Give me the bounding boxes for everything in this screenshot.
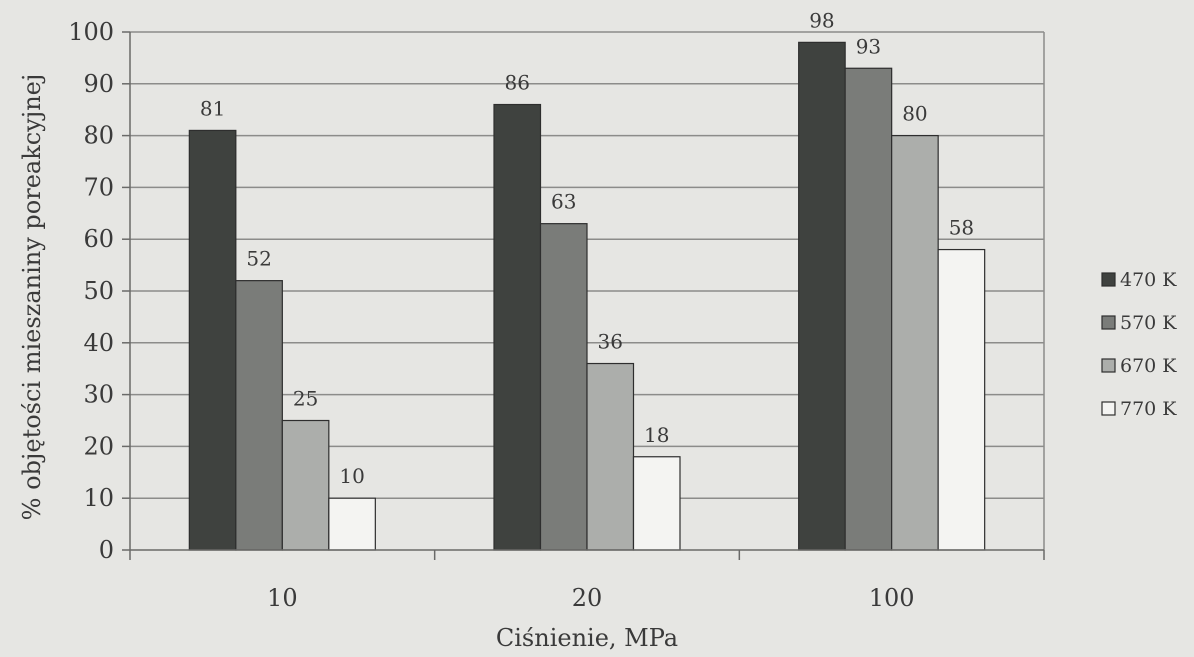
legend-label: 670 K [1120, 355, 1177, 377]
y-tick-label: 70 [83, 173, 114, 201]
data-label: 36 [598, 330, 623, 354]
bar [632, 456, 681, 551]
bar [586, 362, 635, 551]
bar [891, 135, 939, 551]
legend-swatch [1101, 358, 1116, 373]
legend-swatch [1101, 401, 1116, 416]
data-label: 58 [949, 216, 974, 240]
y-tick-label: 80 [83, 122, 114, 150]
bar [328, 497, 376, 551]
x-tick-label: 10 [267, 584, 298, 612]
data-labels: 81 52 25 10 86 63 36 18 98 93 80 58 [200, 8, 974, 488]
x-tick-label: 20 [572, 584, 603, 612]
x-tick-label: 100 [869, 584, 915, 612]
data-label: 81 [200, 96, 225, 120]
data-label: 63 [551, 190, 576, 214]
legend-label: 770 K [1120, 398, 1177, 420]
bar [493, 103, 542, 551]
y-tick-label: 60 [83, 225, 114, 253]
data-label: 98 [809, 8, 834, 32]
y-tick-label: 0 [99, 536, 114, 564]
legend-label: 570 K [1120, 312, 1177, 334]
data-label: 52 [246, 247, 271, 271]
data-label: 80 [902, 102, 927, 126]
data-label: 93 [856, 34, 881, 58]
bar [188, 129, 237, 551]
y-tick-label: 90 [83, 70, 114, 98]
y-tick-label: 20 [83, 432, 114, 460]
y-tick-label: 10 [83, 484, 114, 512]
legend-swatch [1101, 272, 1116, 287]
legend-label: 470 K [1120, 269, 1177, 291]
y-tick-label: 30 [83, 381, 114, 409]
x-axis-title: Ciśnienie, MPa [496, 624, 678, 652]
axes: 0 10 20 30 40 50 60 70 80 90 100 10 20 100 [68, 18, 1045, 612]
bar [798, 41, 846, 551]
bars [188, 41, 986, 551]
bar [844, 67, 893, 551]
data-label: 10 [339, 464, 364, 488]
y-tick-label: 100 [68, 18, 114, 46]
bar [539, 223, 588, 551]
y-tick-label: 50 [83, 277, 114, 305]
data-label: 25 [293, 387, 318, 411]
y-axis-title: % objętości mieszaniny poreakcyjnej [18, 74, 46, 521]
bar [281, 419, 330, 551]
legend: 470 K 570 K 670 K 770 K [1101, 269, 1177, 420]
bar [937, 248, 986, 551]
data-label: 86 [505, 71, 530, 95]
y-tick-label: 40 [83, 329, 114, 357]
data-label: 18 [644, 423, 669, 447]
legend-swatch [1101, 315, 1116, 330]
bar [235, 280, 283, 551]
